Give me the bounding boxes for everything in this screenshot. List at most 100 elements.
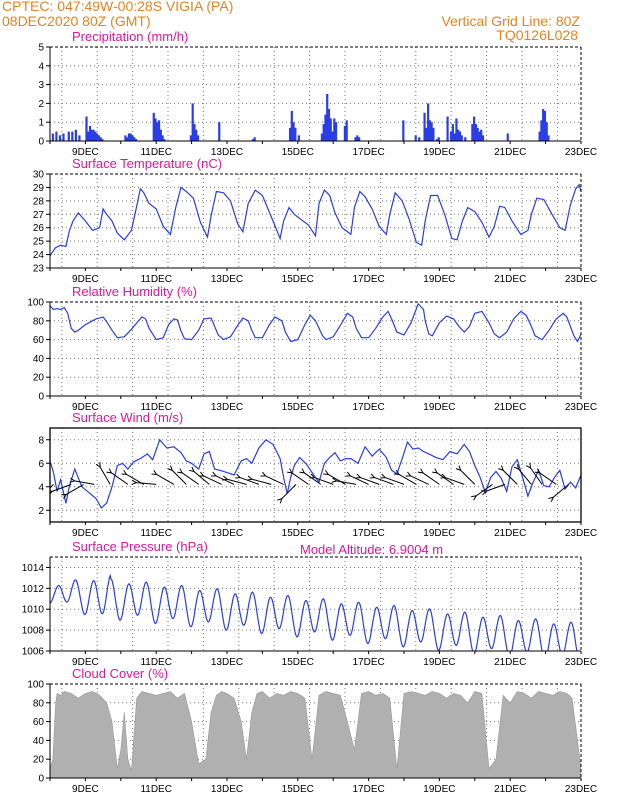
wind-arrow-head <box>210 471 217 477</box>
code-header: TQ0126L028 <box>496 27 578 43</box>
precip-bar <box>414 135 417 141</box>
wind-arrow-head <box>287 468 293 474</box>
precip-bar <box>343 125 347 141</box>
temp-xtick-label: 21DEC <box>494 274 526 285</box>
wind-xtick-label: 17DEC <box>352 528 384 539</box>
wind-ytick-label: 2 <box>38 506 44 517</box>
precip-bar <box>428 120 431 141</box>
precip-xtick-label: 11DEC <box>140 147 172 158</box>
wind-arrow-shaft <box>239 477 260 485</box>
precip-bar <box>320 133 324 141</box>
precip-bar <box>455 118 458 141</box>
precip-bar <box>196 135 200 141</box>
precip-bar <box>329 118 332 141</box>
rh-xtick-label: 11DEC <box>140 402 172 413</box>
wind-arrow-shaft <box>74 480 95 485</box>
precip-bar <box>92 129 95 141</box>
precip-bar <box>152 112 155 141</box>
wind-arrow-shaft <box>251 478 272 485</box>
precip-xtick-label: 15DEC <box>282 147 314 158</box>
precip-bar <box>480 129 483 141</box>
precip-bar <box>327 109 331 141</box>
wind-arrow <box>277 484 297 504</box>
cloud-xtick-label: 9DEC <box>72 784 99 795</box>
wind-arrow-head <box>260 471 267 477</box>
precip-bar <box>430 122 433 141</box>
wind-arrow <box>151 469 175 485</box>
temp-ytick-label: 23 <box>33 264 45 275</box>
temp-xtick-label: 9DEC <box>72 274 99 285</box>
wind-xtick-label: 13DEC <box>211 528 243 539</box>
precip-bar <box>189 135 193 141</box>
precip-bar <box>457 129 460 141</box>
precip-bar <box>161 135 164 141</box>
precip-bar <box>437 137 440 141</box>
precip-ytick-label: 3 <box>38 80 44 91</box>
cloud-xtick-label: 19DEC <box>423 784 455 795</box>
wind-arrow-shaft <box>111 472 129 485</box>
precip-bar <box>101 139 104 141</box>
precip-bar <box>357 137 361 141</box>
precip-bar <box>78 135 81 141</box>
wind-arrow <box>69 477 95 485</box>
wind-arrow-shaft <box>215 475 235 485</box>
rh-series <box>50 302 581 343</box>
wind-xtick-label: 11DEC <box>140 528 172 539</box>
wind-arrow <box>323 469 346 485</box>
wind-arrow <box>246 475 272 485</box>
temp-ytick-label: 25 <box>33 237 45 248</box>
temp-xtick-label: 11DEC <box>140 274 172 285</box>
temp-xtick-label: 19DEC <box>423 274 455 285</box>
wind-arrow-shaft <box>460 469 476 485</box>
precip-bar <box>481 135 485 141</box>
rh-ytick-label: 20 <box>33 373 45 384</box>
wind-arrow-head <box>394 469 401 475</box>
rh-xtick-label: 21DEC <box>494 402 526 413</box>
cloud-xtick-label: 17DEC <box>352 784 384 795</box>
model-altitude: Model Altitude: 6.9004 m <box>300 542 443 557</box>
wind-arrow-shaft <box>99 466 111 485</box>
precip-xtick-label: 9DEC <box>72 147 99 158</box>
precip-bar <box>134 139 138 141</box>
wind-arrow-shaft <box>193 471 210 485</box>
precip-title: Precipitation (mm/h) <box>72 29 188 44</box>
precip-bar <box>87 131 90 141</box>
wind-arrow-shaft <box>265 475 284 485</box>
precip-bar <box>345 120 348 141</box>
pressure-ytick-label: 1008 <box>22 626 45 637</box>
wind-arrow <box>131 479 157 485</box>
wind-arrow-head <box>455 465 462 472</box>
wind-arrow-head <box>198 471 205 477</box>
wind-arrow <box>440 473 465 485</box>
wind-panel: Surface Wind (m/s) 2 4 6 8 9DEC 11DEC 13DEC 15DE… <box>38 410 597 539</box>
cloud-ytick-label: 60 <box>33 717 45 728</box>
wind-arrow <box>189 466 210 485</box>
precip-bar <box>425 127 428 141</box>
temp-title: Surface Temperature (nC) <box>72 156 222 171</box>
cloud-title: Cloud Cover (%) <box>72 666 168 681</box>
wind-arrow-head <box>167 465 173 472</box>
wind-arrow-shaft <box>291 472 309 485</box>
wind-arrow <box>513 464 532 485</box>
precip-bar <box>96 133 99 141</box>
precip-bar <box>129 133 132 141</box>
wind-arrow-shaft <box>475 483 493 497</box>
wind-arrow-shaft <box>530 467 543 485</box>
precip-xtick-label: 13DEC <box>211 147 243 158</box>
precip-bar <box>218 122 221 141</box>
wind-arrow-head <box>380 473 387 479</box>
wind-arrow-shaft <box>350 475 369 485</box>
precip-ytick-label: 5 <box>38 43 44 54</box>
temp-ytick-label: 24 <box>33 250 45 261</box>
wind-arrow <box>405 471 429 485</box>
precip-bar <box>191 103 194 141</box>
precip-bar <box>474 124 477 141</box>
wind-arrow <box>260 471 284 485</box>
temp-line <box>50 183 581 257</box>
precip-bar <box>446 116 449 141</box>
cloud-ytick-label: 40 <box>33 736 45 747</box>
wind-arrow <box>548 484 569 503</box>
temp-xtick-label: 17DEC <box>352 274 384 285</box>
precip-bar <box>163 139 166 141</box>
precip-ytick-label: 2 <box>38 99 44 110</box>
